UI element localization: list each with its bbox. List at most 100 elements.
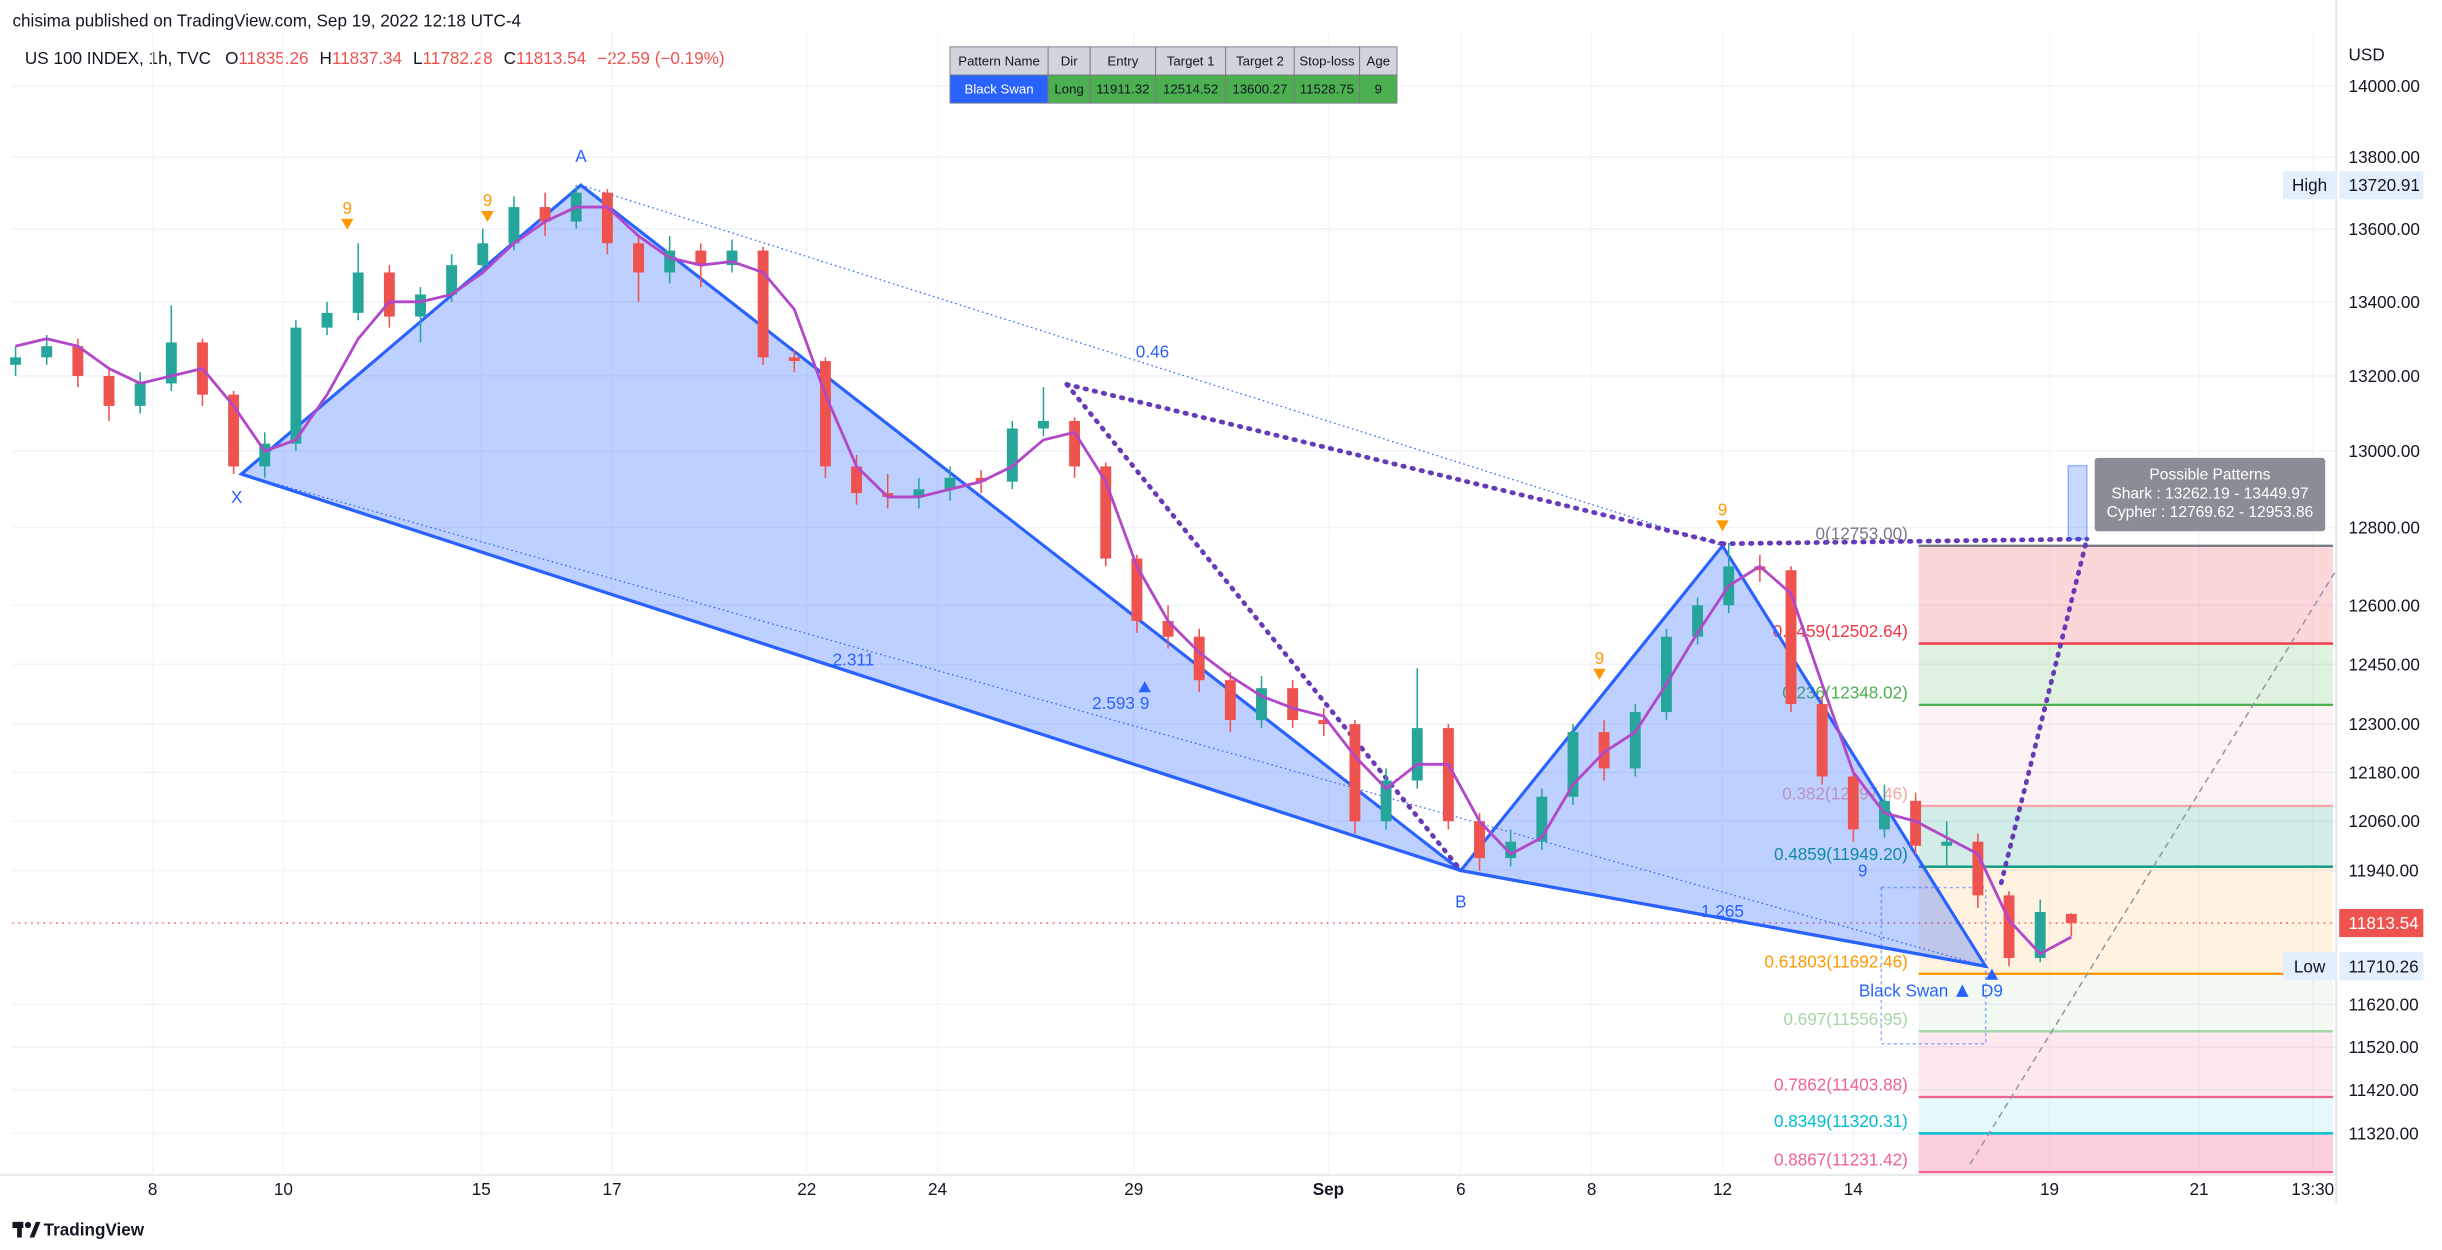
x-tick-label: 21 — [2190, 1179, 2209, 1199]
fib-label: 0.8349(11320.31) — [1774, 1111, 1908, 1131]
table-header: Stop-loss — [1299, 53, 1355, 68]
table-header-cell — [1225, 46, 1295, 76]
fib-band — [1918, 973, 2333, 1032]
candle-body — [228, 394, 240, 467]
marker-arrow — [1985, 968, 1999, 980]
legend-change: −22.59 (−0.19%) — [597, 48, 724, 68]
candle-body — [788, 357, 800, 362]
pattern-point-label: X — [231, 487, 243, 507]
candle-body — [1660, 636, 1672, 713]
candle-body — [633, 243, 644, 273]
x-tick-label: 8 — [148, 1179, 158, 1199]
candle-body — [1162, 620, 1174, 637]
ratio-label: 1.265 — [1701, 901, 1744, 921]
table-cell — [1047, 74, 1091, 104]
brand-logo — [12, 1221, 41, 1238]
x-tick-label: 10 — [274, 1179, 293, 1199]
y-tick-label: 12060.00 — [2349, 811, 2420, 831]
candle-body — [2065, 913, 2077, 924]
logo-part — [29, 1221, 41, 1238]
table-header-cell — [1155, 46, 1227, 76]
candle-body — [1069, 420, 1081, 467]
candle-body — [321, 312, 333, 328]
sequence-marker: 9 — [1595, 648, 1605, 668]
table-value: 11911.32 — [1096, 82, 1149, 97]
candle-body — [695, 250, 707, 266]
table-cell — [949, 74, 1049, 104]
y-tick-label: 11320.00 — [2349, 1123, 2419, 1143]
candle-body — [290, 327, 302, 444]
candle-body — [1879, 800, 1890, 830]
candle-body — [1380, 780, 1392, 822]
fib-label: 0.697(11556.95) — [1783, 1009, 1907, 1029]
candle-body — [1567, 732, 1579, 797]
x-tick-label: 15 — [472, 1179, 491, 1199]
y-tick-label: 12180.00 — [2349, 762, 2420, 782]
candle-body — [726, 250, 738, 266]
projection-zone — [2067, 464, 2088, 540]
fib-label: 0.7862(11403.88) — [1774, 1074, 1908, 1094]
x-tick-label: 22 — [797, 1179, 816, 1199]
possible-pattern-text: Cypher : 12769.62 - 12953.86 — [2107, 504, 2314, 521]
logo-part — [17, 1221, 22, 1238]
price-label-value: 11710.26 — [2349, 956, 2419, 976]
candle-body — [1131, 558, 1143, 621]
fib-label: 0.61803(11692.46) — [1764, 951, 1907, 971]
table-value: 9 — [1375, 82, 1382, 97]
candle-body — [1785, 570, 1797, 705]
table-cell — [1293, 74, 1361, 104]
candle-body — [134, 383, 146, 406]
brand: TradingView — [44, 1220, 145, 1240]
candle-body — [944, 477, 956, 490]
x-tick-label: Sep — [1313, 1179, 1344, 1199]
ratio-label: 2.593 — [1092, 693, 1135, 713]
legend-label: O — [225, 48, 238, 68]
table-cell — [1359, 74, 1398, 104]
sequence-marker: D9 — [1981, 981, 2003, 1001]
fib-band — [1918, 1097, 2333, 1134]
ratio-label: 2.311 — [833, 649, 875, 669]
table-value: 11528.75 — [1300, 82, 1354, 97]
pattern-leg-base — [1460, 868, 1986, 968]
moving-average — [15, 205, 2073, 956]
candle-body — [1287, 688, 1299, 721]
price-label-box — [2339, 171, 2424, 200]
projection-line — [1998, 536, 2090, 886]
table-header: Pattern Name — [958, 53, 1040, 68]
table-header: Target 2 — [1236, 53, 1284, 68]
candle-body — [539, 207, 551, 222]
fib-band — [1918, 643, 2333, 705]
pattern-name-arrow — [1956, 984, 1969, 997]
fib-band — [1918, 805, 2333, 867]
sequence-marker: 9 — [1858, 860, 1868, 880]
candle-body — [1411, 728, 1423, 781]
marker-arrow — [481, 210, 494, 222]
marker-arrow — [1138, 681, 1151, 693]
trend-guide — [1969, 569, 2337, 1165]
table-value: Long — [1054, 82, 1083, 97]
marker-arrow — [341, 218, 354, 230]
legend-value: 11837.34 — [332, 48, 403, 68]
table-header: Entry — [1107, 53, 1138, 68]
candle-body — [10, 357, 22, 365]
candle-body — [1256, 688, 1267, 721]
table-header: Target 1 — [1167, 53, 1215, 68]
legend-label: H — [320, 48, 332, 68]
candle-body — [259, 443, 271, 467]
y-tick-label: 12450.00 — [2349, 654, 2420, 674]
candle-body — [1692, 605, 1704, 637]
y-tick-label: 13400.00 — [2349, 292, 2420, 312]
fib-label: 0.382(12097.46) — [1782, 783, 1908, 803]
y-tick-label: 11520.00 — [2349, 1037, 2419, 1057]
pattern-leg-base — [240, 472, 1462, 873]
candle-body — [103, 375, 115, 406]
candle-body — [165, 342, 177, 384]
fib-band — [1918, 704, 2333, 806]
candle-body — [1629, 712, 1641, 769]
table-header-cell — [1089, 46, 1157, 76]
y-tick-label: 11420.00 — [2349, 1080, 2419, 1100]
price-label-name: High — [2292, 175, 2327, 195]
candle-body — [1442, 728, 1454, 822]
